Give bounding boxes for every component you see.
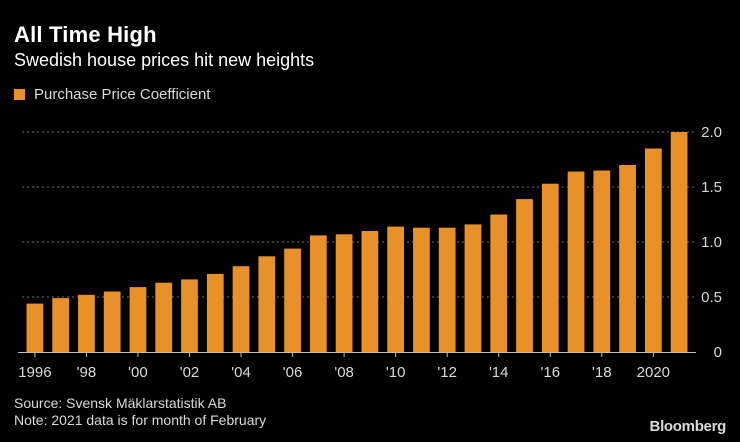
y-tick-label: 2.0 — [701, 124, 722, 141]
y-tick-label: 0.5 — [701, 289, 722, 306]
bar — [619, 165, 636, 352]
bar — [52, 298, 70, 352]
x-tick-label: 2020 — [637, 364, 670, 381]
x-tick-label: '06 — [283, 364, 303, 381]
bar — [644, 148, 662, 352]
bar — [490, 214, 508, 352]
x-tick-label: '10 — [386, 364, 406, 381]
source-note: Source: Svensk Mäklarstatistik AB Note: … — [14, 395, 266, 429]
chart-subtitle: Swedish house prices hit new heights — [14, 50, 315, 70]
bloomberg-logo: Bloomberg — [649, 418, 727, 435]
chart-title: All Time High — [14, 22, 157, 47]
bar — [541, 183, 559, 352]
x-tick-label: '02 — [180, 364, 200, 381]
y-tick-label: 1.0 — [701, 234, 722, 251]
bar — [387, 226, 405, 352]
bar — [129, 287, 147, 352]
bar — [155, 282, 173, 352]
x-tick-label: '14 — [489, 364, 509, 381]
bar — [464, 224, 482, 352]
bar — [284, 248, 301, 352]
legend-swatch — [14, 89, 25, 100]
y-tick-label: 0 — [714, 344, 722, 361]
bar — [232, 266, 250, 352]
bar — [26, 303, 44, 352]
legend: Purchase Price Coefficient — [14, 86, 210, 103]
bar — [206, 273, 224, 352]
bar — [438, 227, 456, 352]
x-tick-label: '12 — [437, 364, 457, 381]
x-tick-label: 1996 — [18, 364, 51, 381]
x-tick-label: '00 — [128, 364, 148, 381]
bar — [413, 227, 430, 352]
bar — [361, 231, 379, 352]
legend-label: Purchase Price Coefficient — [34, 86, 211, 103]
x-tick-label: '04 — [231, 364, 251, 381]
source-text: Source: Svensk Mäklarstatistik AB — [14, 395, 227, 411]
bar — [593, 170, 611, 352]
x-tick-label: '16 — [540, 364, 560, 381]
bar — [103, 291, 121, 352]
x-tick-label: '08 — [334, 364, 354, 381]
bar — [670, 132, 688, 352]
bar — [335, 234, 353, 352]
bar — [258, 256, 276, 352]
bar — [181, 279, 198, 352]
x-tick-label: '98 — [77, 364, 97, 381]
footnote-text: Note: 2021 data is for month of February — [14, 412, 267, 428]
y-tick-label: 1.5 — [701, 179, 722, 196]
bar — [516, 199, 533, 352]
bar — [78, 294, 95, 352]
bar — [309, 235, 327, 352]
bar — [567, 171, 585, 352]
x-tick-label: '18 — [592, 364, 612, 381]
